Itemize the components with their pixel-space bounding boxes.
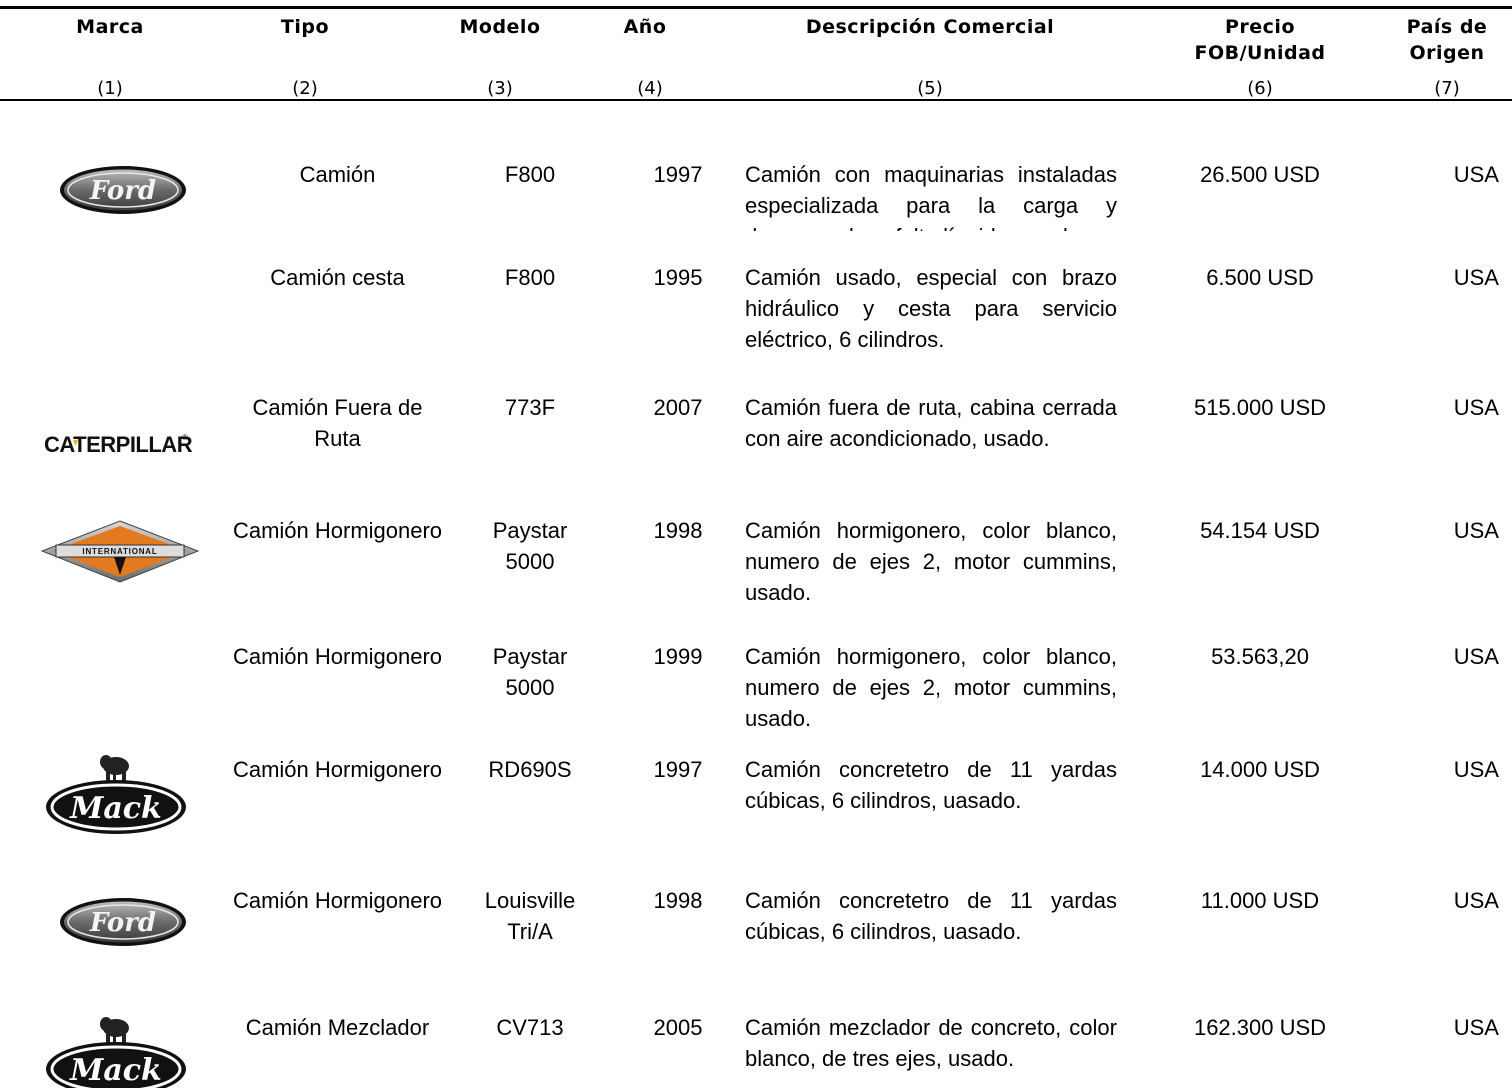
cell-precio: 53.563,20	[1211, 644, 1309, 669]
cell-tipo: Camión	[299, 162, 376, 187]
header-anio: Año	[623, 16, 667, 38]
cell-anio: 2007	[653, 395, 703, 420]
svg-text:Mack: Mack	[69, 791, 162, 826]
cell-pais: USA	[1453, 644, 1499, 669]
cell-modelo: F800	[504, 265, 556, 290]
cell-descripcion: Camión concretetro de 11 yardas cúbicas,…	[745, 888, 1117, 944]
cell-modelo: Paystar 5000	[492, 518, 568, 574]
svg-text:Ford: Ford	[89, 908, 156, 938]
header-modelo-num: (3)	[487, 78, 513, 99]
cell-pais: USA	[1453, 162, 1499, 187]
header-marca: Marca	[76, 16, 144, 38]
header-marca-num: (1)	[97, 78, 123, 99]
cell-tipo: Camión Fuera de Ruta	[252, 395, 423, 451]
cell-pais: USA	[1453, 518, 1499, 543]
cell-tipo: Camión Hormigonero	[232, 888, 443, 913]
cell-precio: 54.154 USD	[1200, 518, 1320, 543]
cell-precio: 162.300 USD	[1193, 1015, 1327, 1040]
cell-descripcion: Camión con maquinarias instaladas especi…	[745, 162, 1117, 231]
cell-precio: 26.500 USD	[1200, 162, 1320, 187]
international-logo-icon: INTERNATIONAL	[40, 520, 200, 583]
cell-anio: 1998	[653, 518, 703, 543]
header-precio-num: (6)	[1247, 78, 1273, 99]
cell-modelo: Louisville Tri/A	[484, 888, 576, 944]
cell-anio: 2005	[653, 1015, 703, 1040]
svg-text:Mack: Mack	[69, 1053, 162, 1088]
cell-modelo: F800	[504, 162, 556, 187]
cell-tipo: Camión Hormigonero	[232, 644, 443, 669]
header-pais-num: (7)	[1434, 78, 1460, 99]
mack-logo-icon: Mack	[46, 1017, 186, 1088]
header-tipo: Tipo	[280, 16, 330, 38]
header-tipo-num: (2)	[292, 78, 318, 99]
cell-descripcion: Camión hormigonero, color blanco, numero…	[745, 644, 1117, 731]
cell-modelo: 773F	[504, 395, 556, 420]
cell-precio: 11.000 USD	[1200, 888, 1320, 913]
cell-modelo: RD690S	[488, 757, 572, 782]
svg-text:INTERNATIONAL: INTERNATIONAL	[82, 547, 157, 556]
ford-logo-icon: Ford	[60, 166, 186, 214]
cell-anio: 1998	[653, 888, 703, 913]
header-rule	[0, 99, 1512, 101]
cell-tipo: Camión Hormigonero	[232, 518, 443, 543]
cell-anio: 1997	[653, 757, 703, 782]
mack-logo-icon: Mack	[46, 755, 186, 834]
cell-precio: 14.000 USD	[1200, 757, 1320, 782]
svg-text:®: ®	[182, 433, 188, 442]
cell-tipo: Camión Hormigonero	[232, 757, 443, 782]
cell-tipo: Camión cesta	[270, 265, 405, 290]
cell-anio: 1999	[653, 644, 703, 669]
header-descripcion: Descripción Comercial	[805, 16, 1055, 38]
cell-tipo: Camión Mezclador	[245, 1015, 430, 1040]
cell-precio: 515.000 USD	[1193, 395, 1327, 420]
cell-pais: USA	[1453, 1015, 1499, 1040]
cell-anio: 1995	[653, 265, 703, 290]
header-modelo: Modelo	[459, 16, 541, 38]
svg-text:Ford: Ford	[89, 176, 156, 206]
cell-pais: USA	[1453, 757, 1499, 782]
header-descripcion-num: (5)	[917, 78, 943, 99]
cell-descripcion: Camión fuera de ruta, cabina cerrada con…	[745, 395, 1117, 451]
cell-descripcion: Camión hormigonero, color blanco, numero…	[745, 518, 1117, 605]
cell-descripcion: Camión concretetro de 11 yardas cúbicas,…	[745, 757, 1117, 813]
cell-modelo: CV713	[496, 1015, 564, 1040]
cell-pais: USA	[1453, 395, 1499, 420]
cell-descripcion: Camión usado, especial con brazo hidrául…	[745, 265, 1117, 352]
cell-modelo: Paystar 5000	[492, 644, 568, 700]
cell-precio: 6.500 USD	[1206, 265, 1314, 290]
header-anio-num: (4)	[637, 78, 663, 99]
cell-pais: USA	[1453, 888, 1499, 913]
cell-anio: 1997	[653, 162, 703, 187]
cell-pais: USA	[1453, 265, 1499, 290]
header-precio: Precio FOB/Unidad	[1194, 16, 1326, 64]
top-rule	[0, 6, 1512, 9]
cell-descripcion: Camión mezclador de concreto, color blan…	[745, 1015, 1117, 1071]
header-pais: País de Origen	[1406, 16, 1488, 64]
caterpillar-logo-icon: CATERPILLAR ®	[44, 432, 192, 457]
ford-logo-icon: Ford	[60, 898, 186, 946]
svg-text:CATERPILLAR: CATERPILLAR	[44, 432, 192, 457]
